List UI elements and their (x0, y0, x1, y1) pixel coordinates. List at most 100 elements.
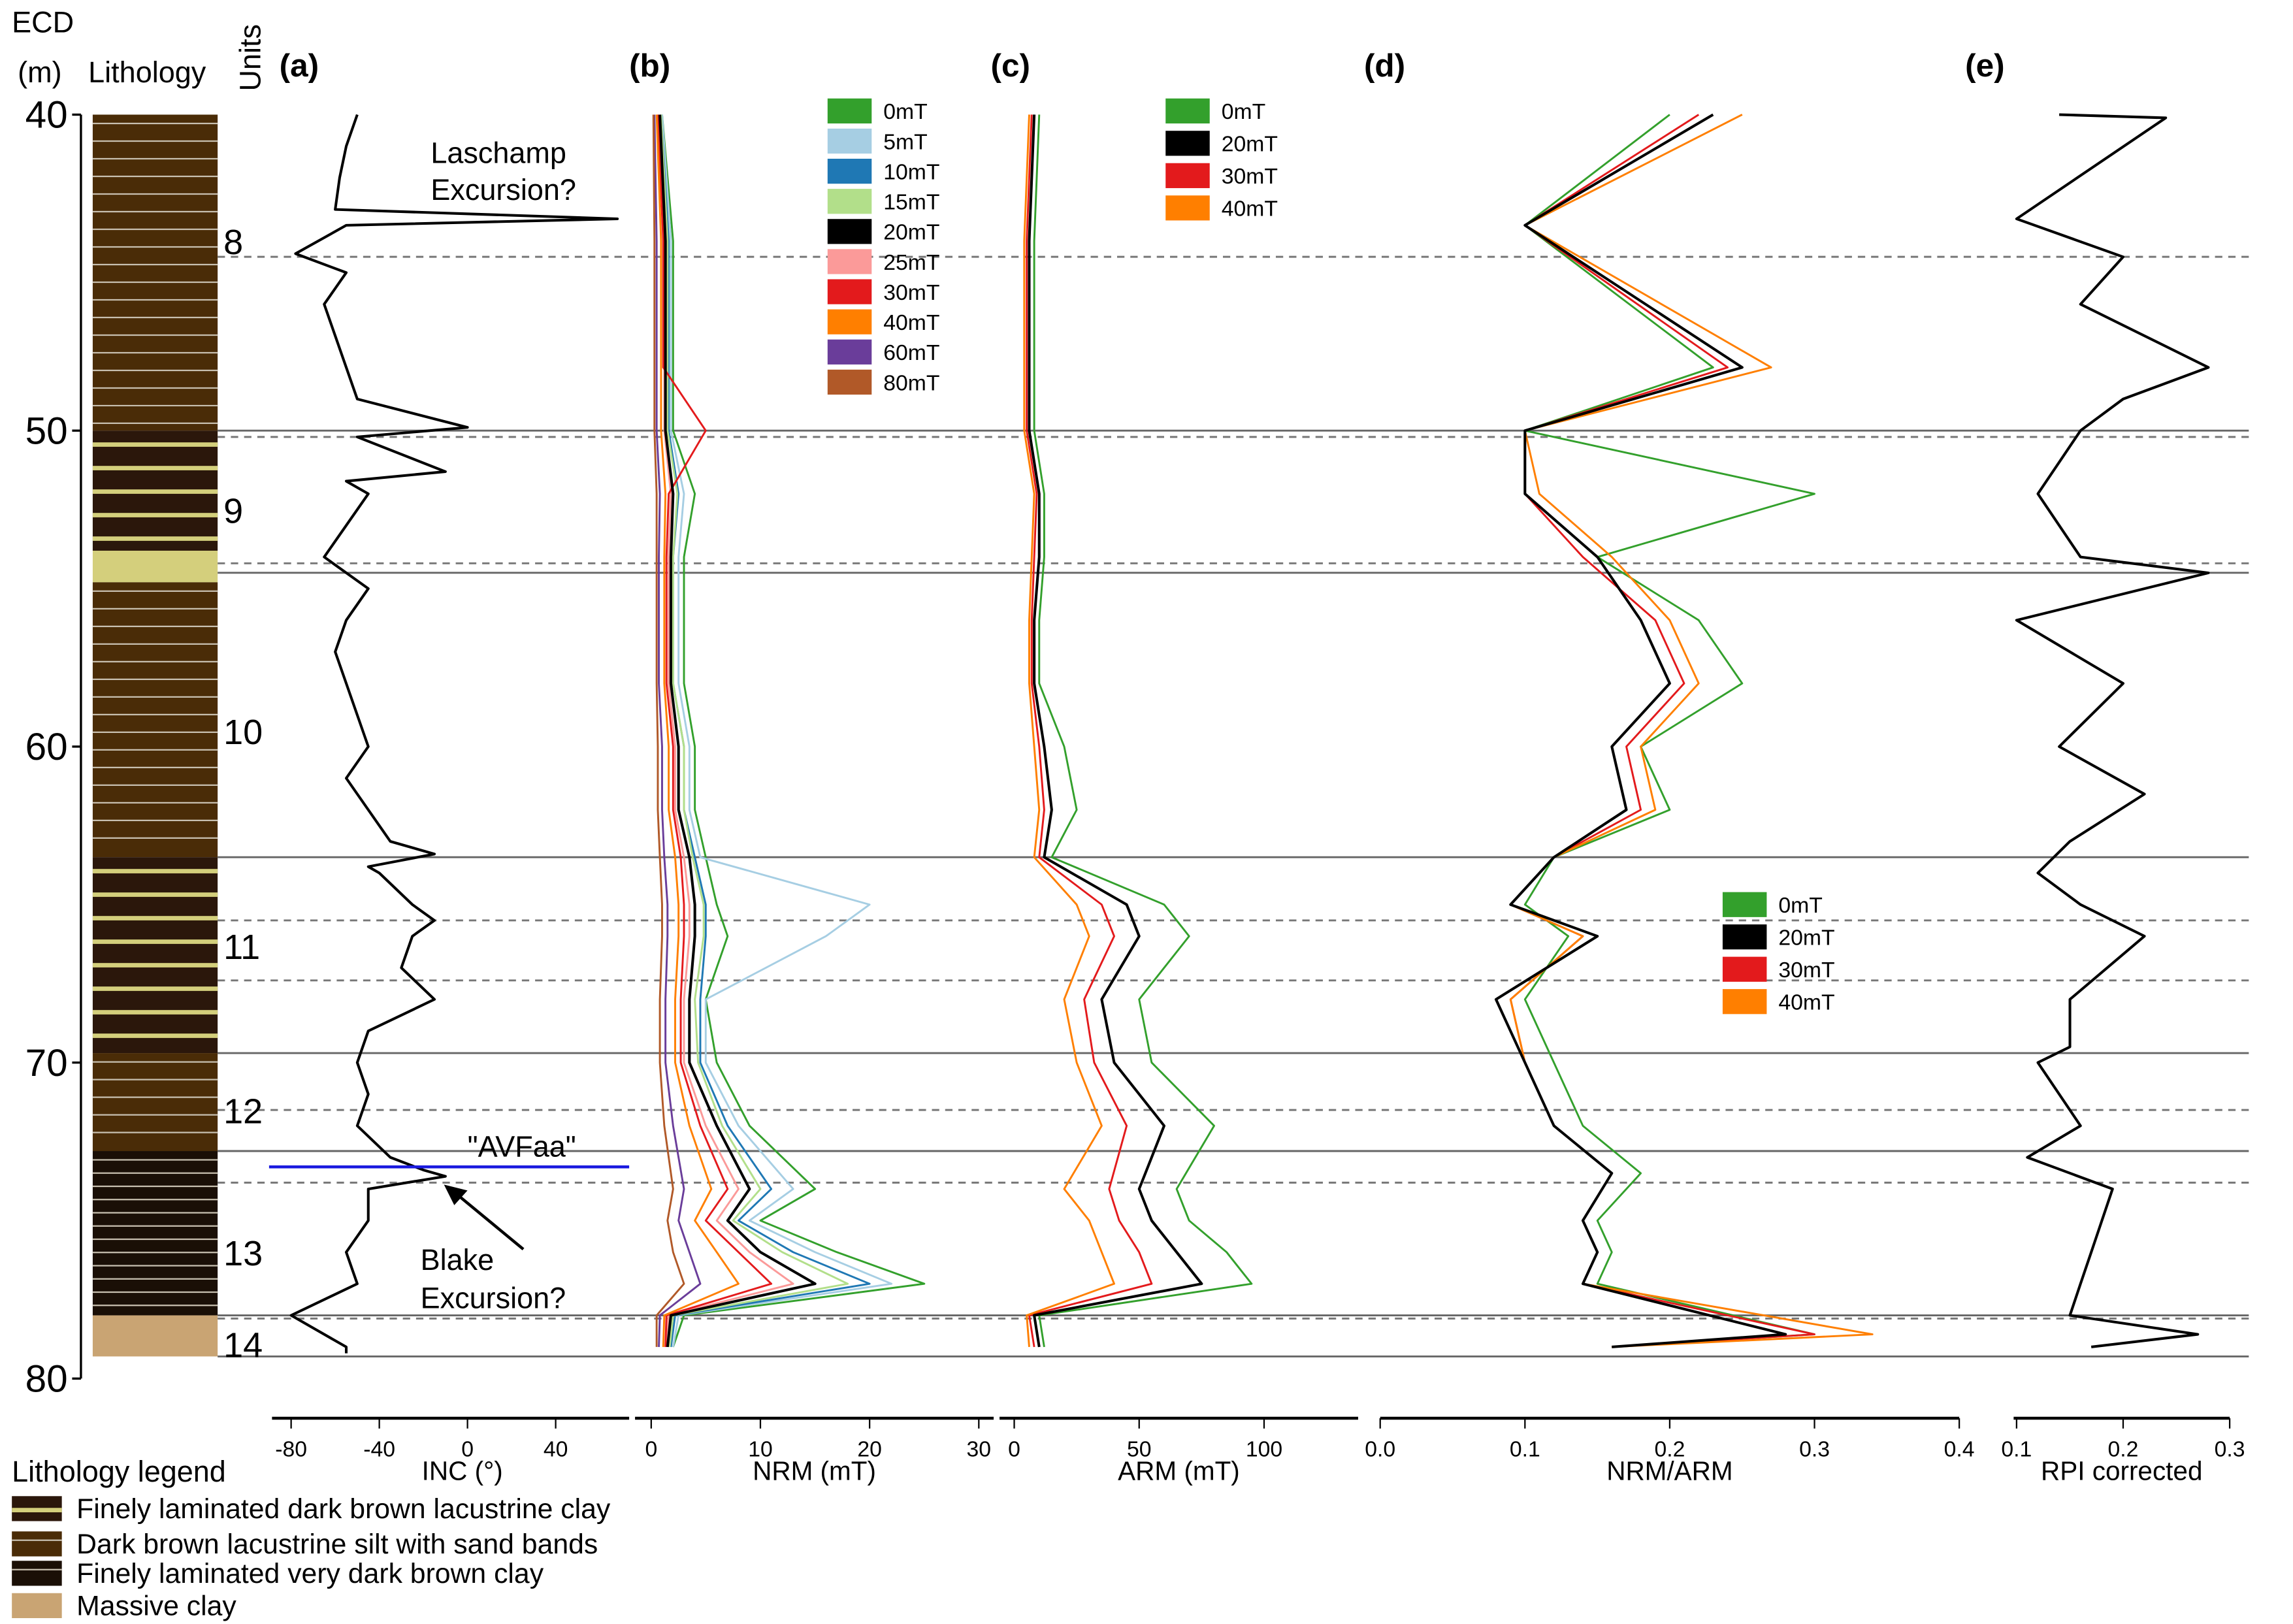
sand-band (92, 986, 218, 991)
lithology-header: Lithology (88, 56, 206, 89)
legend-swatch (827, 219, 872, 244)
series-line-5mt (661, 114, 893, 1348)
legend-label: 20mT (1222, 132, 1278, 157)
panel-e: 0.1 0.2 0.3 RPI corrected (2001, 113, 2245, 1486)
lithology-band-massive (92, 1315, 218, 1357)
x-tick-label: 0.2 (2108, 1437, 2139, 1462)
unit-label: 12 (223, 1092, 263, 1131)
blake-annotation-line2: Excursion? (421, 1281, 566, 1314)
legend-swatch (1165, 98, 1210, 123)
depth-tick-label: 60 (25, 726, 68, 768)
series-line-10mt (660, 114, 871, 1348)
depth-unit-header: (m) (18, 56, 61, 89)
sand-band (92, 939, 218, 944)
lithology-column (92, 114, 218, 1357)
lithology-band-silt (92, 114, 218, 431)
legend-swatch (827, 309, 872, 334)
series-line-80mt (652, 114, 685, 1347)
legend-panel-b: 0mT 5mT 10mT 15mT 20mT 25mT 30mT 40mT 60mT 80mT (827, 98, 940, 395)
x-tick-label: 0.2 (1654, 1437, 1685, 1462)
laschamp-annotation-line1: Laschamp (431, 137, 566, 170)
panel-label-c: (c) (991, 48, 1030, 84)
series-line-20mt (659, 114, 817, 1348)
lithology-legend-swatch-massive (12, 1593, 62, 1619)
series-line-0mt (1523, 114, 1815, 1348)
x-tick-label: 0 (461, 1437, 474, 1462)
sand-band (12, 1508, 62, 1513)
panel-label-a: (a) (280, 48, 319, 84)
unit-label: 13 (223, 1234, 263, 1273)
x-tick-label: 0.3 (1799, 1437, 1830, 1462)
series-line-40mt (1509, 114, 1874, 1348)
sand-band (92, 916, 218, 920)
units-header: Units (233, 24, 267, 91)
legend-label: 30mT (1778, 958, 1834, 983)
laschamp-annotation-line2: Excursion? (431, 173, 576, 206)
sand-band (92, 513, 218, 517)
panel-d: 0.0 0.1 0.2 0.3 0.4 NRM/ARM (1365, 113, 1975, 1486)
legend-label: 5mT (883, 129, 927, 154)
lithology-band-silt (92, 1053, 218, 1152)
legend-label: 80mT (883, 370, 939, 395)
lithology-band-yellow (92, 550, 218, 583)
depth-axis: 40 50 60 70 80 (25, 94, 82, 1401)
series-line-0mt (1033, 114, 1253, 1348)
lithology-legend-label: Finely laminated very dark brown clay (76, 1558, 544, 1589)
x-tick-label: 0.3 (2215, 1437, 2245, 1462)
x-tick-label: -80 (275, 1437, 307, 1462)
lithology-band-silt (92, 582, 218, 858)
legend-swatch (827, 339, 872, 365)
sand-band (92, 1010, 218, 1015)
legend-swatch (1722, 924, 1767, 950)
legend-swatch (827, 128, 872, 154)
x-tick-label: 10 (748, 1437, 773, 1462)
series-line-0mt (661, 114, 926, 1348)
legend-swatch (1722, 956, 1767, 982)
unit-label: 14 (223, 1325, 263, 1365)
x-tick-label: 0.0 (1365, 1437, 1395, 1462)
legend-panel-d: 0mT 20mT 30mT 40mT (1722, 892, 1835, 1015)
series-line-40mt (1023, 114, 1115, 1348)
legend-label: 60mT (883, 340, 939, 365)
sand-band (92, 536, 218, 541)
x-axis-title: ARM (mT) (1118, 1456, 1240, 1486)
legend-swatch (1165, 195, 1210, 221)
panel-b: 0 10 20 30 NRM (mT) (635, 114, 994, 1486)
unit-label: 9 (223, 491, 243, 530)
panel-label-e: (e) (1965, 48, 2004, 84)
lithology-legend-label: Finely laminated dark brown lacustrine c… (76, 1493, 611, 1525)
x-tick-label: -40 (363, 1437, 395, 1462)
legend-swatch (1165, 131, 1210, 156)
x-axis-title: NRM/ARM (1606, 1456, 1732, 1486)
sand-band (92, 466, 218, 470)
series-legends: 0mT5mT10mT15mT20mT25mT30mT40mT60mT80mT0m… (827, 98, 1835, 1015)
sand-band (92, 489, 218, 494)
sand-band (92, 442, 218, 447)
legend-label: 40mT (1222, 197, 1278, 221)
lithology-band-lam_clay (92, 857, 218, 1054)
sand-band (92, 963, 218, 967)
blake-annotation-line1: Blake (421, 1243, 495, 1276)
x-axis-title: RPI corrected (2041, 1456, 2203, 1486)
unit-label: 8 (223, 223, 243, 262)
x-tick-label: 30 (967, 1437, 992, 1462)
panel-a: -80 -40 0 40 INC (°) (272, 114, 630, 1486)
series-line-20mt (1494, 113, 1787, 1348)
depth-tick-label: 50 (25, 410, 68, 452)
depth-tick-label: 40 (25, 94, 68, 137)
series-line-30mt (1509, 114, 1815, 1348)
sand-band (92, 1033, 218, 1038)
series-line-60mt (653, 114, 702, 1347)
x-axis-title: INC (°) (422, 1456, 503, 1486)
sand-band (92, 892, 218, 897)
series-line-rpi-corrected (2015, 113, 2210, 1348)
legend-label: 10mT (883, 159, 939, 184)
legend-label: 25mT (883, 250, 939, 275)
x-tick-label: 40 (544, 1437, 568, 1462)
legend-label: 0mT (1222, 99, 1265, 124)
depth-tick-label: 70 (25, 1042, 68, 1084)
legend-label: 0mT (1778, 893, 1822, 918)
